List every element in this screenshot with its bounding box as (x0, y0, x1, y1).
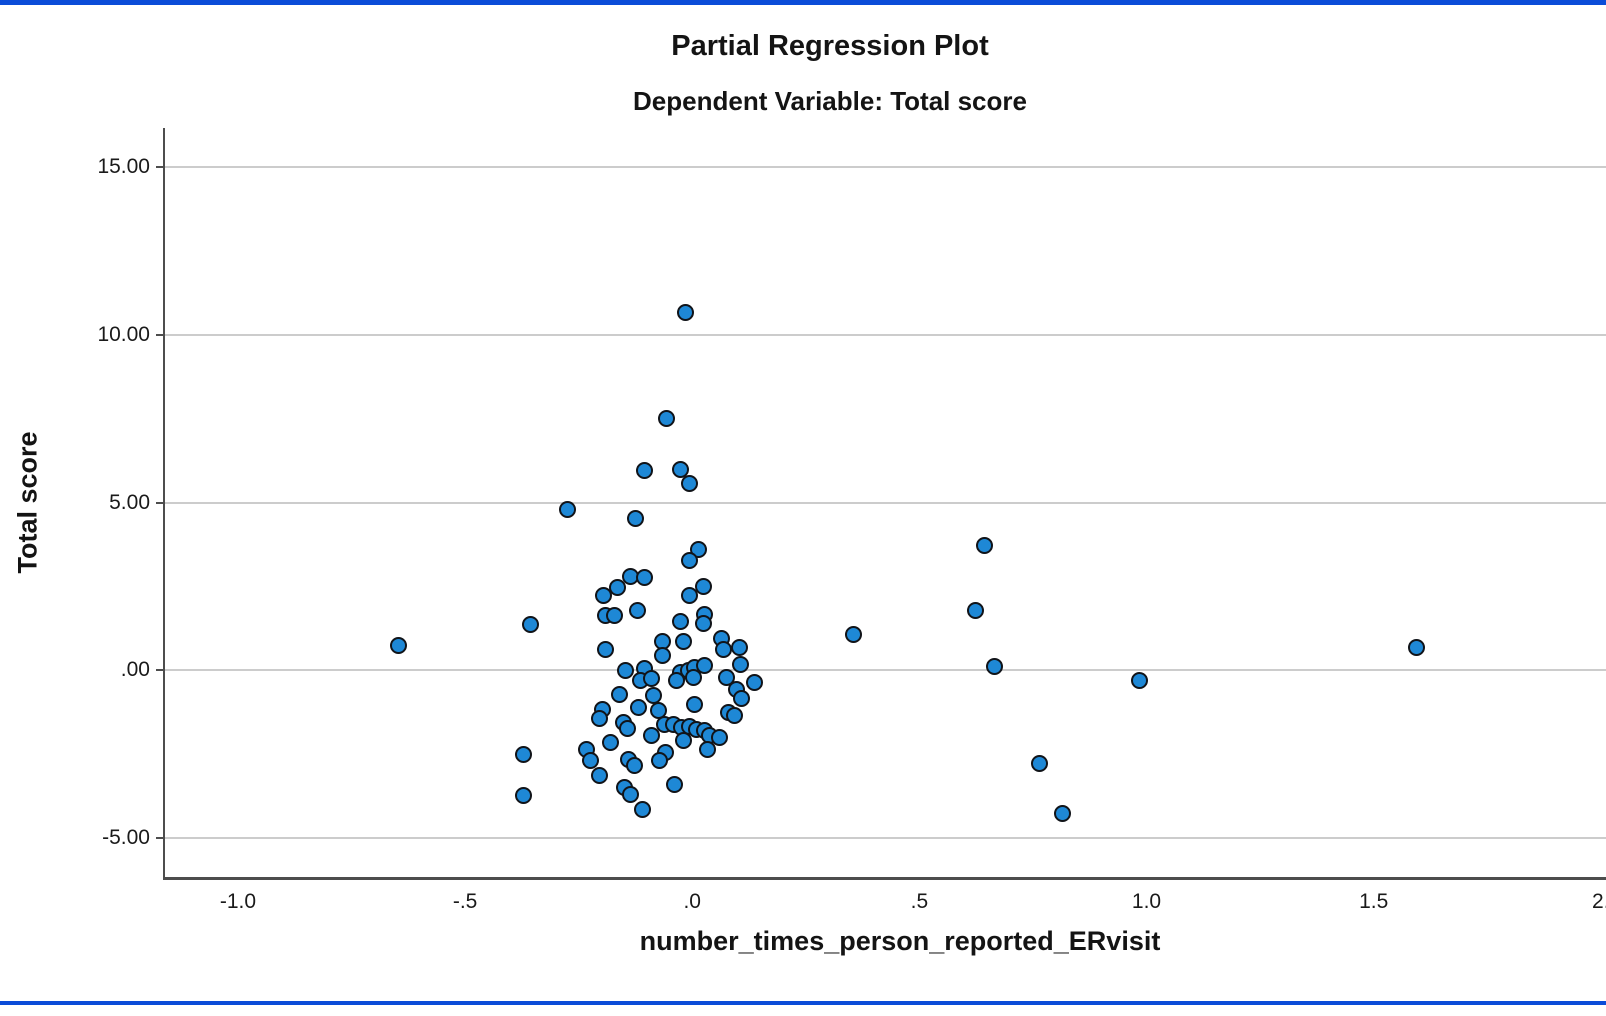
gridline-y-0 (165, 669, 1606, 672)
scatter-point (522, 615, 540, 633)
scatter-point (514, 786, 532, 804)
y-tick-mark (156, 669, 163, 672)
scatter-point (1031, 754, 1048, 772)
y-tick-mark (156, 165, 163, 168)
scatter-point (601, 734, 619, 751)
gridline-y--5 (165, 837, 1606, 840)
scatter-point (698, 741, 716, 759)
gridline-y-5 (165, 501, 1606, 504)
scatter-point (610, 686, 628, 704)
scatter-point (590, 710, 608, 728)
x-tick-label: -.5 (452, 890, 478, 913)
scatter-point (667, 672, 685, 690)
scatter-point (635, 462, 653, 480)
scatter-point (633, 800, 651, 818)
scatter-point (626, 509, 644, 527)
scatter-point (844, 625, 862, 643)
scatter-point (629, 699, 647, 717)
y-tick-mark (156, 333, 163, 336)
scatter-point (594, 586, 612, 604)
scatter-point (653, 647, 671, 665)
scatter-point (590, 766, 608, 784)
scatter-point (608, 578, 626, 596)
scatter-point (1408, 639, 1426, 657)
window-top-border (0, 0, 1606, 5)
scatter-point (695, 657, 713, 675)
scatter-point (976, 536, 994, 554)
x-tick-label: 1.0 (1131, 890, 1162, 913)
scatter-point (694, 577, 712, 595)
scatter-point (616, 662, 634, 680)
scatter-point (618, 720, 636, 738)
scatter-point (625, 756, 643, 774)
y-tick-label: 15.00 (97, 154, 150, 178)
scatter-point (710, 728, 728, 746)
scatter-point (642, 726, 660, 744)
scatter-point (684, 669, 702, 687)
scatter-point (596, 641, 614, 659)
y-tick-label: -5.00 (102, 826, 150, 850)
scatter-point (732, 690, 750, 708)
gridline-y-10 (165, 333, 1606, 336)
window-bottom-border (0, 1001, 1606, 1005)
scatter-point (745, 674, 763, 692)
scatter-point (628, 602, 646, 620)
scatter-point (642, 670, 660, 688)
scatter-point (672, 612, 690, 630)
scatter-point (694, 614, 712, 632)
scatter-point (658, 410, 676, 428)
scatter-point (731, 656, 749, 674)
scatter-point (714, 641, 732, 659)
scatter-point (674, 731, 692, 749)
scatter-point (681, 551, 699, 569)
scatter-point (635, 568, 653, 586)
x-tick-label: 1.5 (1359, 890, 1389, 913)
y-tick-label: 5.00 (109, 490, 150, 514)
y-tick-mark (156, 837, 163, 840)
scatter-point (606, 607, 624, 625)
scatter-point (985, 658, 1003, 676)
scatter-point (621, 785, 639, 803)
scatter-point (514, 746, 532, 764)
scatter-point (1053, 804, 1071, 822)
scatter-point (731, 639, 749, 657)
scatter-point (390, 637, 408, 655)
y-tick-label: .00 (120, 658, 150, 682)
scatter-point (725, 707, 743, 725)
scatter-point (650, 752, 668, 770)
scatter-point (581, 752, 599, 770)
scatter-point (665, 775, 683, 793)
chart-subtitle: Dependent Variable: Total score (633, 86, 1027, 116)
chart-title: Partial Regression Plot (671, 30, 989, 62)
scatter-point (672, 461, 690, 479)
scatter-point (1130, 672, 1148, 690)
scatter-point (676, 303, 694, 321)
x-tick-label: .0 (683, 890, 701, 913)
scatter-point (681, 475, 699, 493)
scatter-point (558, 501, 576, 519)
y-tick-label: 10.00 (97, 322, 150, 346)
x-axis-label: number_times_person_reported_ERvisit (639, 926, 1161, 956)
plot-area (156, 128, 1606, 880)
scatter-point (967, 602, 985, 620)
scatter-point (685, 696, 703, 714)
scatter-point (674, 633, 692, 651)
x-tick-label: -1.0 (219, 890, 257, 913)
x-tick-label: .5 (910, 890, 929, 913)
x-tick-label: 2. (1592, 890, 1606, 913)
scatter-point (681, 586, 699, 604)
gridline-y-15 (165, 165, 1606, 168)
y-tick-mark (156, 501, 163, 504)
